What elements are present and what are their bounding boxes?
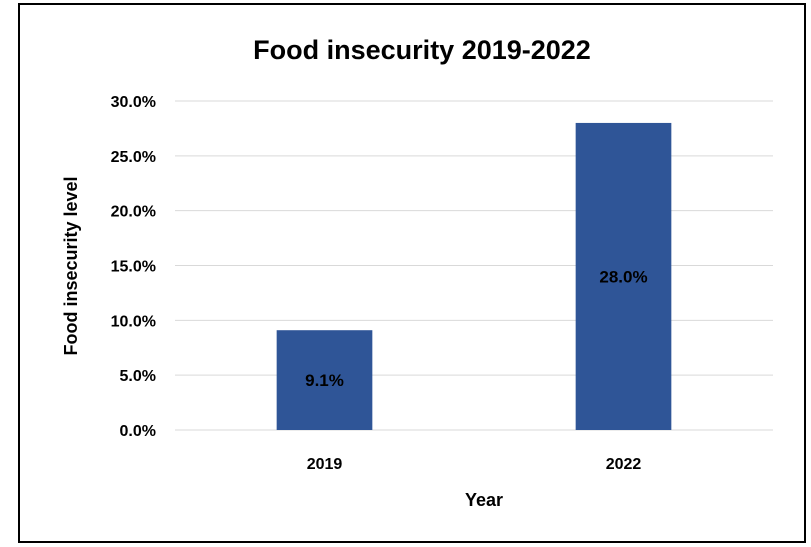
- y-tick-label: 20.0%: [111, 204, 156, 221]
- x-tick-label: 2022: [606, 456, 642, 473]
- x-axis-ticks: 2019 2022: [307, 456, 642, 473]
- y-axis-title: Food insecurity level: [61, 176, 81, 355]
- y-tick-label: 25.0%: [111, 149, 156, 166]
- data-label: 9.1%: [305, 371, 344, 390]
- bar-2019: [276, 330, 373, 430]
- y-axis-ticks: 0.0% 5.0% 10.0% 15.0% 20.0% 25.0% 30.0%: [111, 94, 156, 440]
- data-label: 28.0%: [599, 267, 647, 286]
- y-tick-label: 0.0%: [120, 423, 156, 440]
- y-tick-label: 5.0%: [120, 368, 156, 385]
- x-tick-label: 2019: [307, 456, 343, 473]
- chart-title: Food insecurity 2019-2022: [253, 35, 591, 65]
- y-tick-label: 15.0%: [111, 259, 156, 276]
- gridlines: [175, 100, 773, 431]
- chart-frame: [18, 3, 806, 543]
- y-tick-label: 30.0%: [111, 94, 156, 111]
- bars: [276, 122, 672, 430]
- y-tick-label: 10.0%: [111, 313, 156, 330]
- bar-2022: [575, 122, 672, 430]
- x-axis-title: Year: [465, 490, 503, 510]
- data-labels: 9.1% 28.0%: [305, 267, 647, 390]
